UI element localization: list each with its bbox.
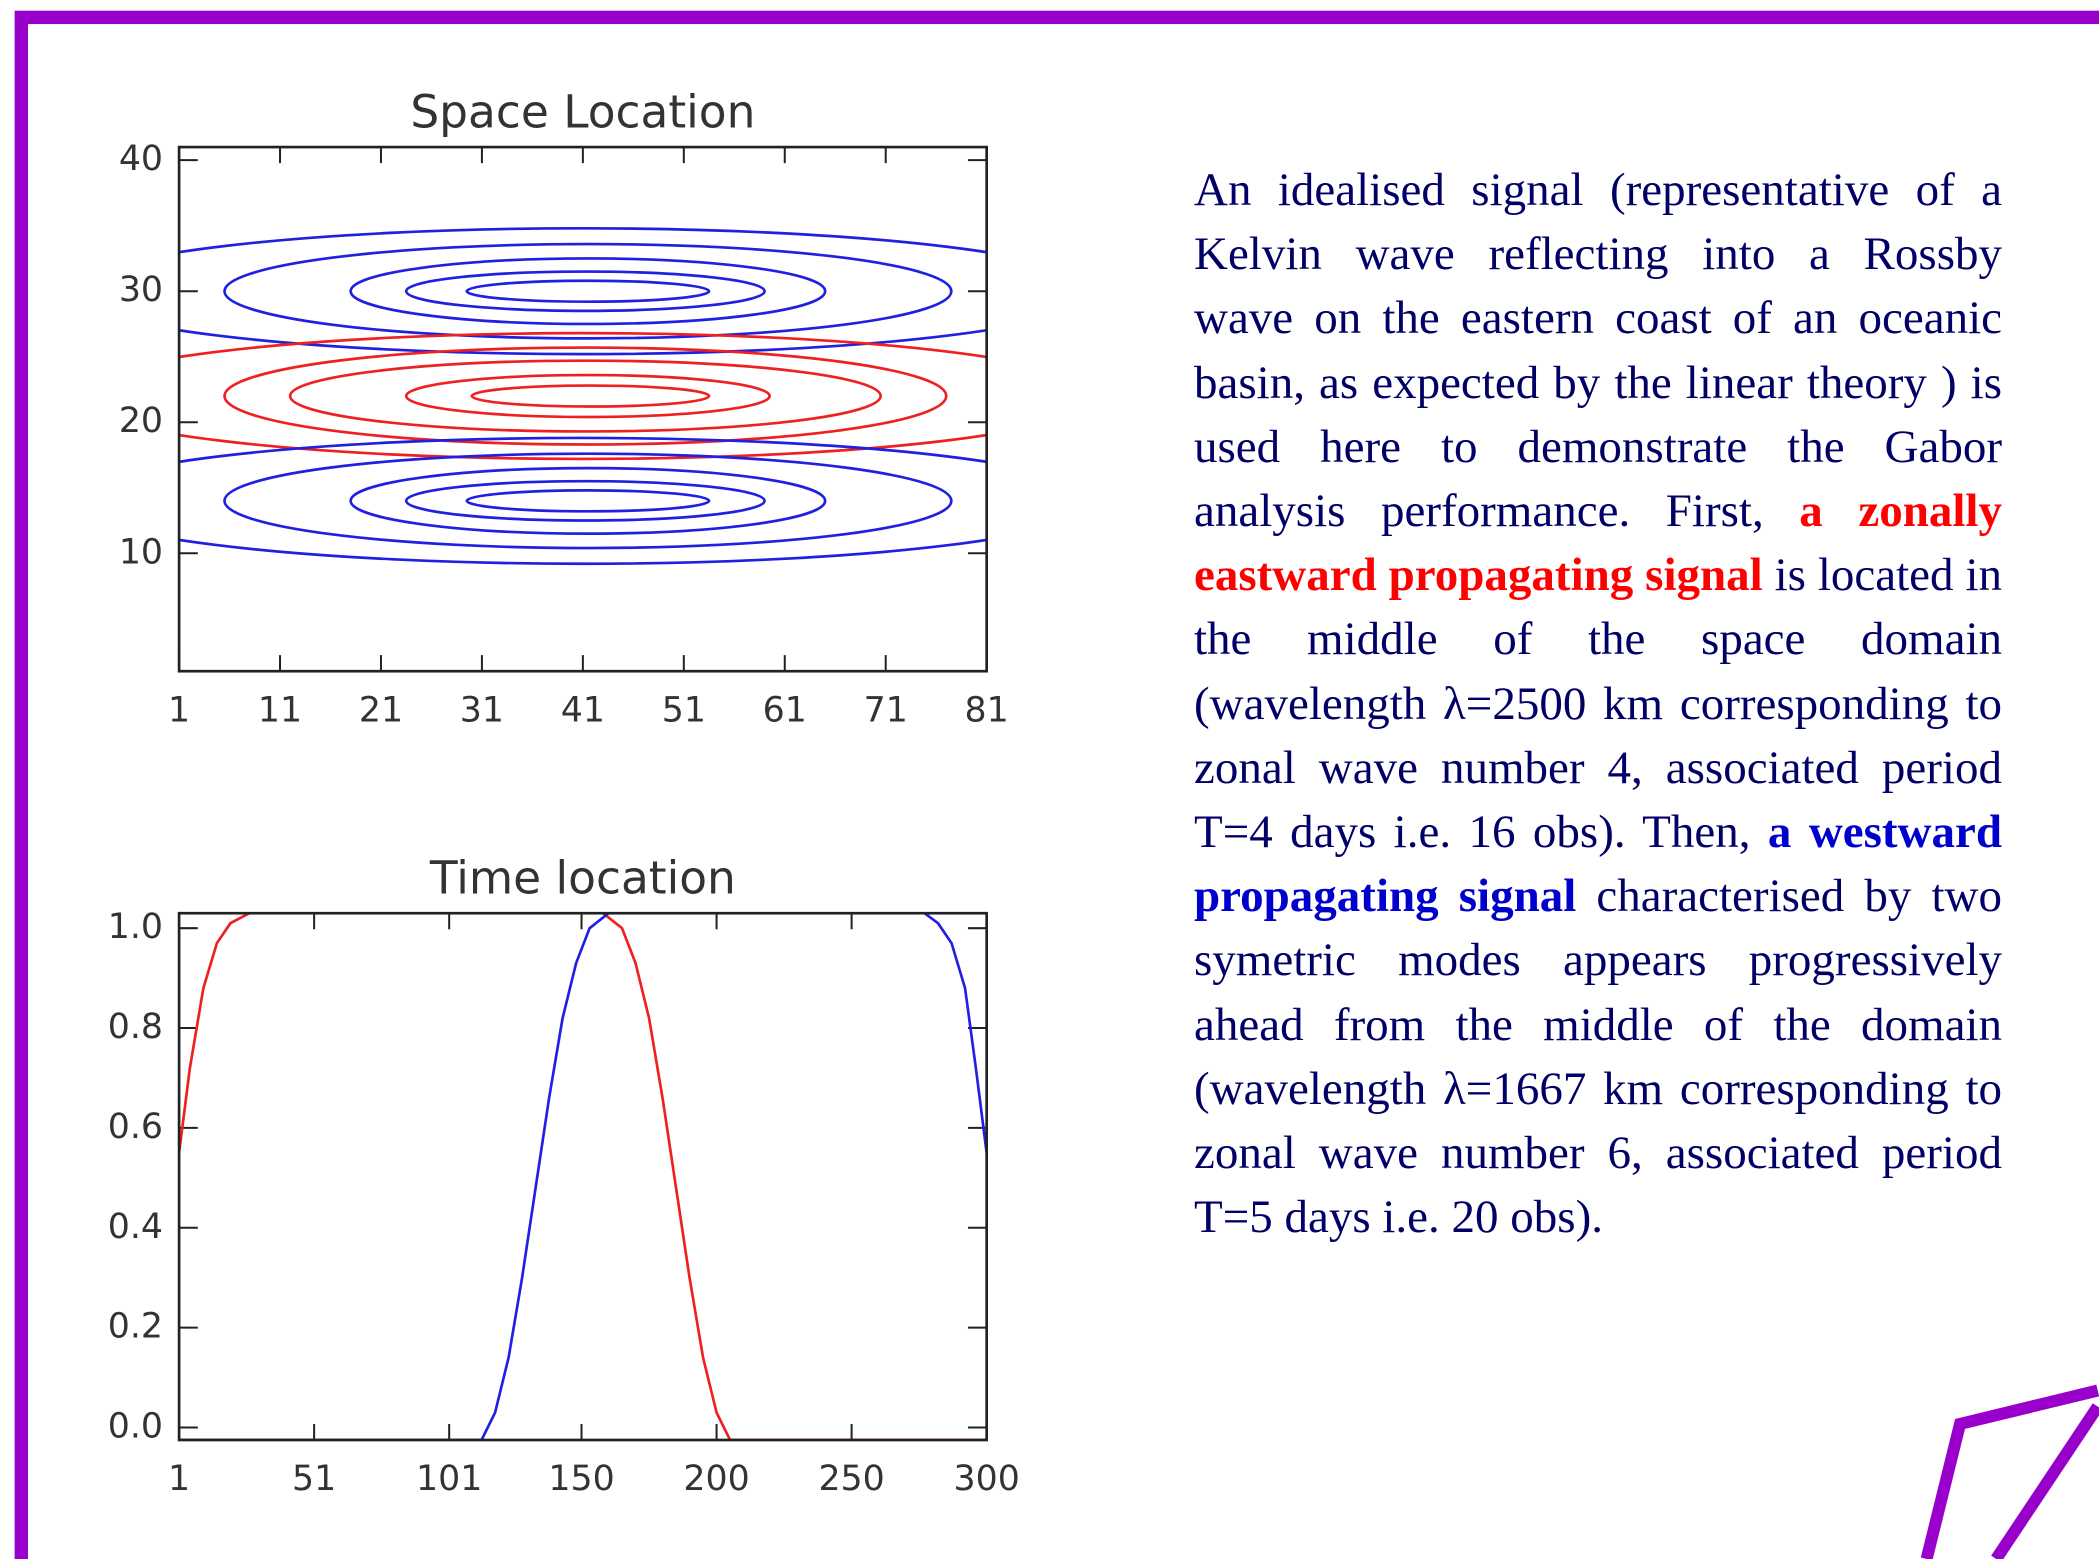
y-tick-label: 40	[119, 139, 163, 179]
chart-title: Time location	[429, 852, 736, 905]
x-tick-label: 41	[561, 690, 605, 730]
x-tick-label: 51	[662, 690, 706, 730]
x-tick-label: 101	[416, 1459, 482, 1499]
x-tick-label: 11	[258, 690, 302, 730]
plot-area	[179, 913, 987, 1441]
y-tick-label: 20	[119, 401, 163, 441]
highlight-text: a westward propagating signal	[1194, 806, 2003, 923]
contour	[288, 359, 883, 433]
y-tick-label: 0.8	[108, 1007, 163, 1047]
x-tick-label: 1	[168, 690, 190, 730]
y-tick-label: 0.0	[108, 1407, 163, 1447]
x-tick-label: 71	[864, 690, 908, 730]
line	[179, 913, 987, 1441]
highlight-text: a zonally eastward propagating signal	[1194, 485, 2002, 602]
y-tick-label: 0.2	[108, 1307, 163, 1347]
contour	[349, 466, 827, 535]
y-tick-label: 0.4	[108, 1207, 163, 1247]
contour	[404, 479, 766, 522]
body-text: An idealised signal (representative of a…	[1194, 164, 2002, 538]
contour	[465, 279, 711, 304]
contour	[470, 384, 711, 408]
y-tick-label: 0.6	[108, 1107, 163, 1147]
y-tick-label: 10	[119, 532, 163, 572]
contour	[223, 452, 953, 550]
body-text: is located in the middle of the space do…	[1194, 549, 2002, 859]
contour	[179, 226, 987, 356]
contour	[404, 373, 771, 419]
chart-panel: Time location 1 51 101 150 200 250 300 0.0 0.2 0.4…	[108, 852, 1020, 1499]
contour	[179, 331, 987, 461]
line	[179, 913, 987, 1441]
x-tick-label: 150	[548, 1459, 614, 1499]
slide-frame	[14, 10, 2099, 1559]
body-text: characterised by two symetric modes appe…	[1194, 870, 2002, 1244]
x-tick-label: 200	[683, 1459, 749, 1499]
plot-area	[179, 226, 987, 566]
contour	[465, 489, 711, 513]
x-tick-label: 1	[168, 1459, 190, 1499]
contour	[179, 436, 987, 566]
y-tick-label: 30	[119, 270, 163, 310]
x-tick-label: 61	[763, 690, 807, 730]
contour	[404, 270, 766, 313]
x-tick-label: 51	[292, 1459, 336, 1499]
x-tick-label: 250	[818, 1459, 884, 1499]
chart-title: Space Location	[410, 85, 755, 138]
contour	[223, 242, 953, 340]
plot-frame	[177, 145, 988, 673]
contour	[223, 346, 948, 446]
x-tick-label: 300	[953, 1459, 1019, 1499]
y-tick-label: 1.0	[108, 907, 163, 947]
x-tick-label: 81	[965, 690, 1009, 730]
plot-frame	[177, 911, 988, 1442]
description: An idealised signal (representative of a…	[1194, 158, 2002, 1249]
corner-decoration	[1920, 1384, 2099, 1559]
x-tick-label: 31	[460, 690, 504, 730]
contour	[349, 257, 827, 326]
x-tick-label: 21	[359, 690, 403, 730]
